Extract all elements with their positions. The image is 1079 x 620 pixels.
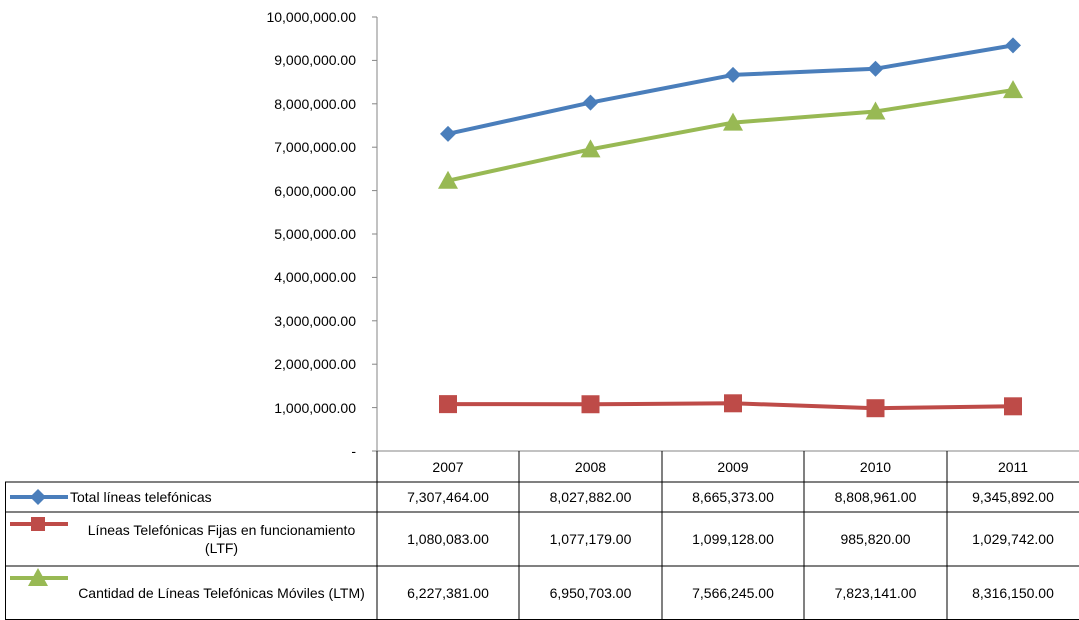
marker — [866, 399, 885, 418]
marker — [582, 94, 599, 111]
marker — [1004, 397, 1022, 416]
category-label: 2011 — [997, 458, 1029, 475]
value-label: 985,820.00 — [840, 531, 911, 547]
marker — [440, 125, 456, 142]
y-tick-label: 5,000,000.00 — [274, 226, 356, 242]
y-tick-label: 9,000,000.00 — [274, 52, 356, 69]
series-line — [447, 88, 1014, 183]
marker — [865, 101, 886, 120]
value-label: 1,077,179.00 — [549, 531, 632, 547]
marker — [438, 170, 458, 189]
marker — [1003, 80, 1023, 99]
value-label: 6,227,381.00 — [407, 585, 489, 601]
marker — [439, 395, 457, 414]
category-label: 2008 — [574, 458, 607, 475]
value-label: 9,345,892.00 — [972, 489, 1054, 505]
marker — [723, 112, 743, 131]
y-tick-label: 6,000,000.00 — [274, 182, 356, 199]
marker — [581, 395, 600, 414]
category-label: 2007 — [432, 458, 464, 475]
y-tick-label: 8,000,000.00 — [274, 95, 356, 112]
marker — [725, 66, 741, 83]
value-label: 7,566,245.00 — [692, 585, 774, 601]
legend-marker — [28, 568, 48, 586]
value-label: 1,080,083.00 — [407, 531, 489, 547]
legend-label: Líneas Telefónicas Fijas en funcionamien… — [87, 522, 356, 556]
category-label: 2010 — [859, 458, 892, 475]
y-tick-label: 3,000,000.00 — [274, 312, 356, 329]
y-tick-label: 10,000,000.00 — [266, 9, 356, 25]
y-tick-label: - — [351, 443, 356, 459]
y-tick-label: 4,000,000.00 — [274, 269, 356, 286]
value-label: 7,823,141.00 — [834, 585, 917, 601]
value-label: 1,099,128.00 — [692, 531, 774, 547]
value-label: 1,029,742.00 — [972, 531, 1054, 547]
marker — [867, 60, 884, 77]
y-tick-label: 7,000,000.00 — [274, 139, 356, 156]
value-label: 8,316,150.00 — [972, 585, 1054, 601]
category-label: 2009 — [717, 458, 749, 475]
marker — [580, 139, 601, 158]
marker — [1005, 37, 1021, 54]
y-tick-label: 2,000,000.00 — [274, 356, 356, 373]
marker — [724, 394, 742, 413]
value-label: 8,665,373.00 — [692, 489, 774, 505]
legend-label: Total líneas telefónicas — [70, 489, 212, 505]
y-tick-label: 1,000,000.00 — [274, 399, 356, 416]
value-label: 7,307,464.00 — [407, 489, 489, 505]
value-label: 8,808,961.00 — [834, 489, 917, 505]
value-label: 8,027,882.00 — [549, 489, 632, 505]
value-label: 6,950,703.00 — [549, 585, 632, 601]
legend-label: Cantidad de Líneas Telefónicas Móviles (… — [78, 585, 365, 601]
legend-marker — [30, 489, 46, 505]
legend-marker — [31, 517, 45, 531]
